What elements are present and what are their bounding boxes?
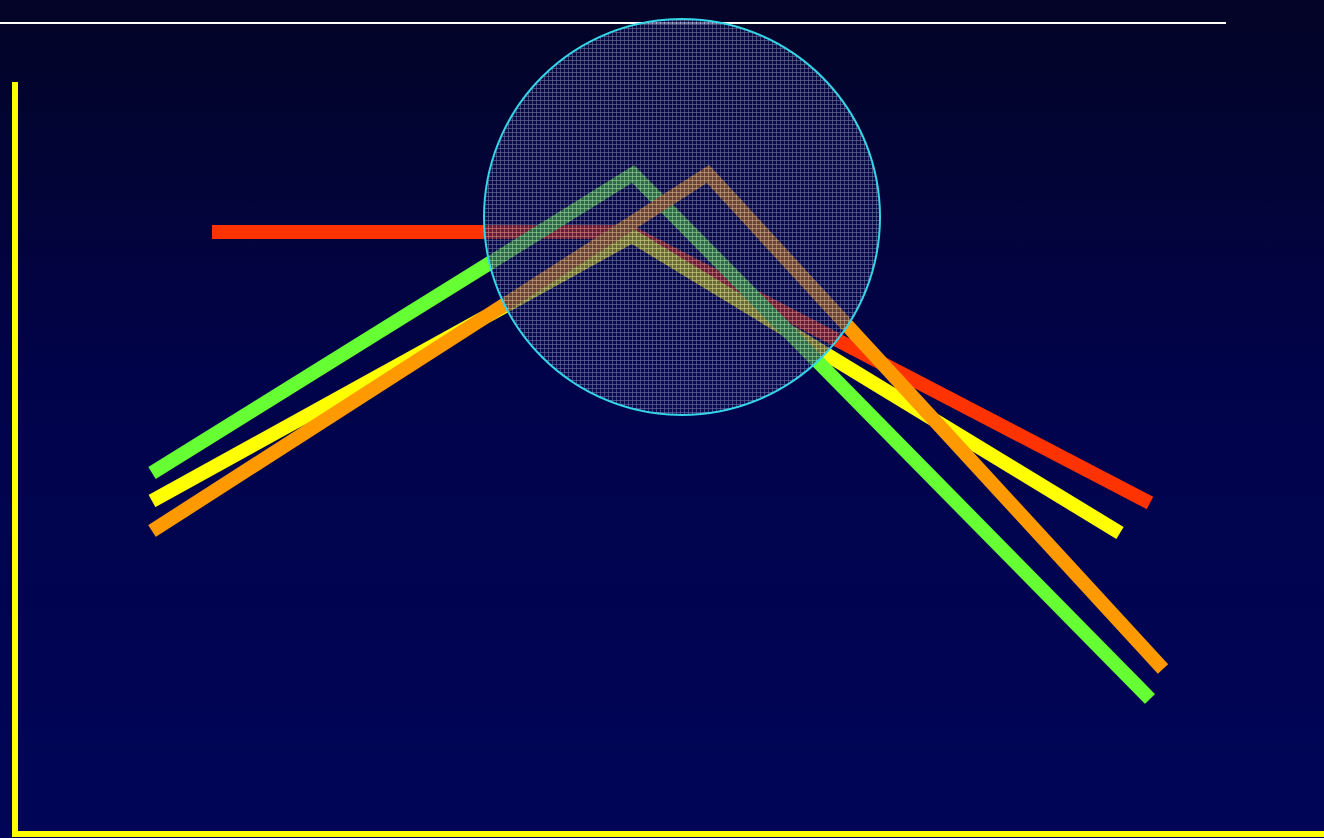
- highlight-circle: [483, 18, 881, 416]
